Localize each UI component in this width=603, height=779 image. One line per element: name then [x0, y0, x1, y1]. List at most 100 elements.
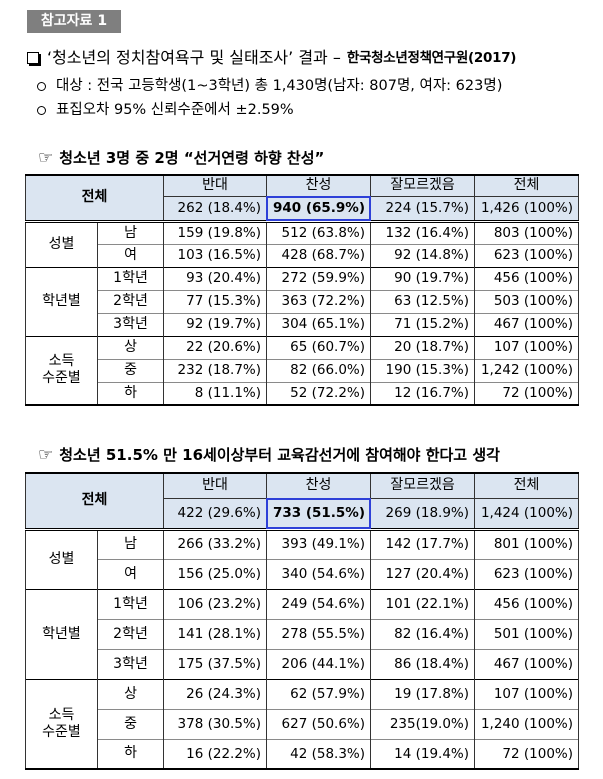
pointing-hand-icon	[38, 445, 53, 465]
table-row: 여 156 (25.0%) 340 (54.6%) 127 (20.4%) 623 (1…	[26, 558, 580, 589]
column-header-total: 전체	[474, 473, 580, 499]
table-row: 학년별 1학년 93 (20.4%) 272 (59.9%) 90 (19.7%) 456…	[25, 266, 580, 336]
cell-total: 1,242 (100%)	[474, 358, 580, 382]
table-row: 성별 남 159 (19.8%) 512 (63.8%) 132 (16.4%) 803 …	[25, 220, 580, 267]
cell-oppose: 22 (20.6%)	[163, 335, 268, 359]
row-label: 남	[96, 528, 165, 559]
row-label: 남	[96, 220, 165, 244]
group-label: 소득 수준별	[25, 678, 98, 769]
cell-unsure: 101 (22.1%)	[370, 588, 476, 619]
row-label: 상	[96, 335, 165, 359]
section-heading-superintendent-election: 청소년 51.5% 만 16세이상부터 교육감선거에 참여해야 한다고 생각	[38, 445, 500, 465]
cell-total: 501 (100%)	[474, 618, 580, 649]
table-row: 소득 수준별 상 22 (20.6%) 65 (60.7%) 20 (18.7%) 107…	[25, 335, 580, 405]
cell-oppose: 93 (20.4%)	[163, 266, 268, 290]
row-label: 중	[96, 358, 165, 382]
cell-support: 65 (60.7%)	[266, 335, 372, 359]
cell-total: 107 (100%)	[474, 678, 580, 709]
cell-unsure: 132 (16.4%)	[370, 220, 476, 244]
total-unsure: 269 (18.9%)	[370, 498, 476, 531]
cell-support: 82 (66.0%)	[266, 358, 372, 382]
pointing-hand-icon	[38, 148, 53, 168]
section-heading-text: 청소년 51.5% 만 16세이상부터 교육감선거에 참여해야 한다고 생각	[59, 446, 500, 464]
cell-unsure: 127 (20.4%)	[370, 558, 476, 589]
cell-support: 627 (50.6%)	[266, 708, 372, 739]
cell-support: 340 (54.6%)	[266, 558, 372, 589]
cell-support: 206 (44.1%)	[266, 648, 372, 679]
table-row: 2학년 77 (15.3%) 363 (72.2%) 63 (12.5%) 503 (1…	[26, 289, 580, 313]
cell-total: 801 (100%)	[474, 528, 580, 559]
cell-total: 72 (100%)	[474, 381, 580, 405]
cell-oppose: 156 (25.0%)	[163, 558, 268, 589]
total-all: 1,426 (100%)	[474, 196, 580, 223]
column-header-unsure: 잘모르겠음	[370, 473, 476, 499]
cell-unsure: 14 (19.4%)	[370, 738, 476, 769]
cell-oppose: 378 (30.5%)	[163, 708, 268, 739]
table-row: 3학년 175 (37.5%) 206 (44.1%) 86 (18.4%) 467 (…	[26, 648, 580, 679]
cell-support: 62 (57.9%)	[266, 678, 372, 709]
total-oppose: 422 (29.6%)	[163, 498, 268, 531]
row-label: 2학년	[96, 618, 165, 649]
table-row: 3학년 92 (19.7%) 304 (65.1%) 71 (15.2%) 467 (1…	[26, 312, 580, 336]
column-header-oppose: 반대	[163, 175, 268, 197]
row-label: 여	[96, 243, 165, 267]
total-oppose: 262 (18.4%)	[163, 196, 268, 223]
cell-unsure: 86 (18.4%)	[370, 648, 476, 679]
cell-support: 512 (63.8%)	[266, 220, 372, 244]
cell-oppose: 232 (18.7%)	[163, 358, 268, 382]
total-support-highlighted: 733 (51.5%)	[266, 497, 372, 531]
row-label: 하	[96, 738, 165, 769]
table-header-row: 전체 반대 찬성 잘모르겠음 전체	[24, 473, 580, 531]
group-label: 소득 수준별	[25, 335, 98, 405]
row-label: 2학년	[96, 289, 165, 313]
table-body: 성별 남 159 (19.8%) 512 (63.8%) 132 (16.4%) 803 …	[25, 220, 580, 405]
cell-total: 467 (100%)	[474, 648, 580, 679]
cell-unsure: 90 (19.7%)	[370, 266, 476, 290]
group-label: 학년별	[25, 588, 98, 679]
cell-total: 623 (100%)	[474, 558, 580, 589]
column-header-oppose: 반대	[163, 473, 268, 499]
column-header-unsure: 잘모르겠음	[370, 175, 476, 197]
cell-unsure: 142 (17.7%)	[370, 528, 476, 559]
cell-support: 42 (58.3%)	[266, 738, 372, 769]
cell-unsure: 235(19.0%)	[370, 708, 476, 739]
table-row: 학년별 1학년 106 (23.2%) 249 (54.6%) 101 (22.1%) 4…	[25, 588, 580, 679]
cell-unsure: 12 (16.7%)	[370, 381, 476, 405]
cell-total: 1,240 (100%)	[474, 708, 580, 739]
table-row: 중 378 (30.5%) 627 (50.6%) 235(19.0%) 1,240 (…	[26, 708, 580, 739]
cell-oppose: 103 (16.5%)	[163, 243, 268, 267]
row-label: 상	[96, 678, 165, 709]
table-row: 하 16 (22.2%) 42 (58.3%) 14 (19.4%) 72 (100%)	[26, 738, 580, 769]
total-row: 262 (18.4%) 940 (65.9%) 224 (15.7%) 1,42…	[26, 195, 580, 223]
cell-total: 467 (100%)	[474, 312, 580, 336]
cell-total: 107 (100%)	[474, 335, 580, 359]
cell-total: 803 (100%)	[474, 220, 580, 244]
total-header: 전체	[24, 473, 165, 531]
cell-support: 428 (68.7%)	[266, 243, 372, 267]
cell-unsure: 92 (14.8%)	[370, 243, 476, 267]
survey-table-superintendent-election: 전체 반대 찬성 잘모르겠음 전체 422 (29.6%) 733 (51.5%…	[24, 472, 580, 770]
survey-source: 한국청소년정책연구원(2017)	[346, 50, 517, 66]
bullet-text: 표집오차 95% 신뢰수준에서 ±2.59%	[56, 102, 294, 118]
cell-unsure: 71 (15.2%)	[370, 312, 476, 336]
cell-total: 456 (100%)	[474, 266, 580, 290]
cell-oppose: 77 (15.3%)	[163, 289, 268, 313]
table-header-row: 전체 반대 찬성 잘모르겠음 전체	[24, 175, 580, 223]
cell-oppose: 141 (28.1%)	[163, 618, 268, 649]
cell-unsure: 20 (18.7%)	[370, 335, 476, 359]
reference-label: 참고자료 1	[27, 10, 121, 33]
cell-oppose: 16 (22.2%)	[163, 738, 268, 769]
row-label: 3학년	[96, 648, 165, 679]
table-body: 성별 남 266 (33.2%) 393 (49.1%) 142 (17.7%) 801 …	[25, 528, 580, 769]
checkbox-square-icon	[27, 52, 39, 64]
cell-oppose: 266 (33.2%)	[163, 528, 268, 559]
cell-support: 363 (72.2%)	[266, 289, 372, 313]
table-row: 성별 남 266 (33.2%) 393 (49.1%) 142 (17.7%) 801 …	[25, 528, 580, 589]
cell-oppose: 175 (37.5%)	[163, 648, 268, 679]
row-label: 3학년	[96, 312, 165, 336]
section-heading-text: 청소년 3명 중 2명 “선거연령 하향 찬성”	[59, 149, 325, 167]
bullet-item-target: 대상 : 전국 고등학생(1~3학년) 총 1,430명(남자: 807명, 여…	[37, 76, 502, 96]
cell-support: 393 (49.1%)	[266, 528, 372, 559]
total-support-highlighted: 940 (65.9%)	[266, 195, 372, 223]
